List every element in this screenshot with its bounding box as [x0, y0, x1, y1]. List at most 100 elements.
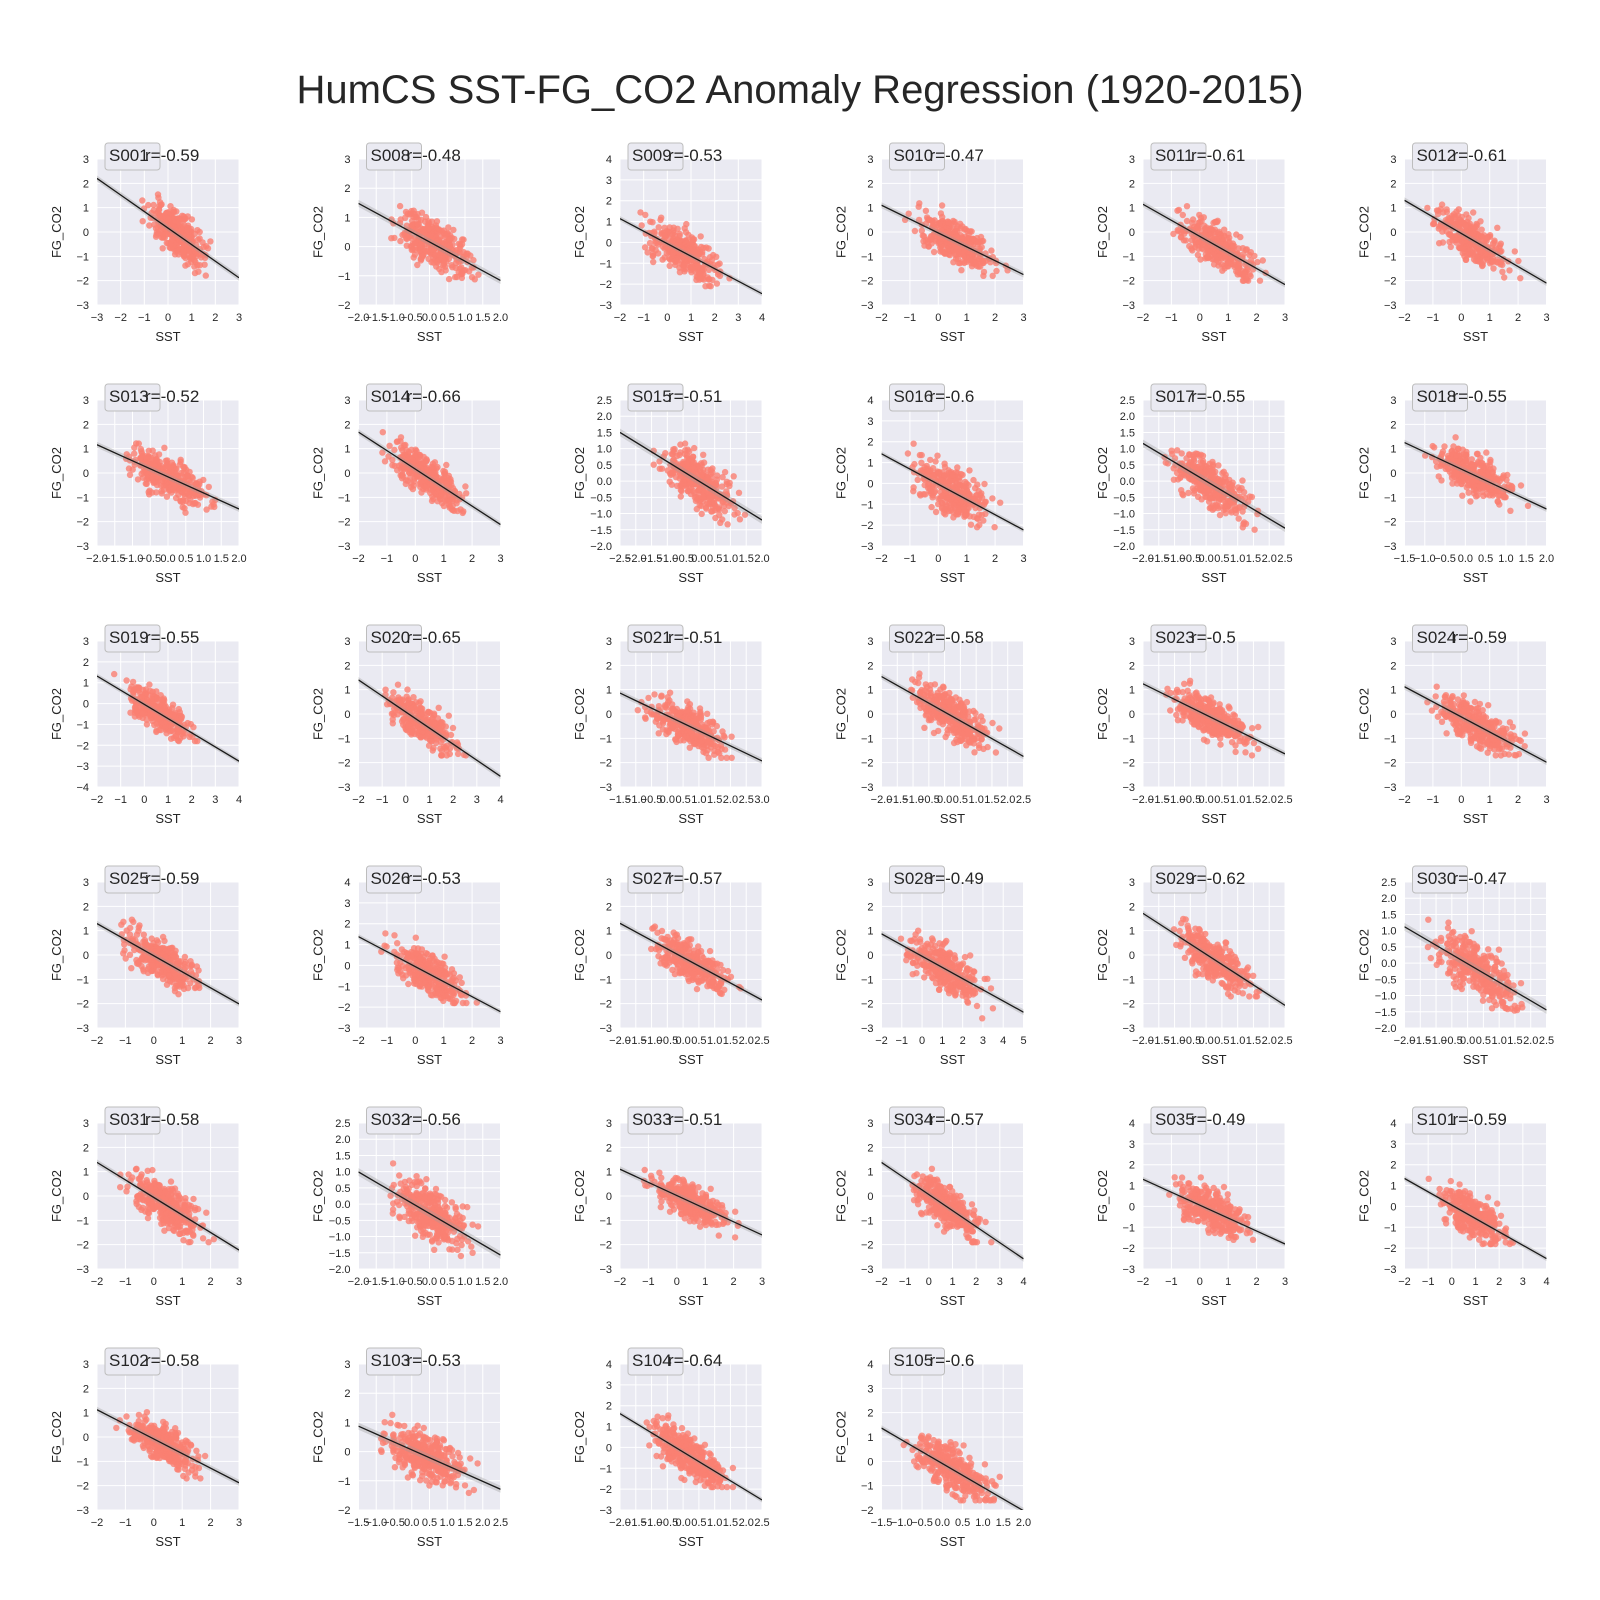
scatter-point [681, 260, 689, 268]
scatter-point [139, 197, 146, 204]
scatter-point [157, 477, 164, 484]
scatter-point [730, 473, 737, 480]
scatter-point [428, 246, 435, 253]
scatter-point [1168, 447, 1175, 454]
legend-box [627, 142, 684, 171]
scatter-point [393, 438, 401, 445]
x-tick-label: 3 [212, 794, 218, 806]
scatter-point [446, 498, 453, 505]
scatter-point [201, 261, 208, 268]
scatter-point [977, 263, 984, 270]
x-tick-label: −1 [114, 794, 127, 806]
x-tick-label: 1.0 [196, 553, 211, 565]
scatter-point [1174, 226, 1181, 234]
scatter-point [1220, 468, 1228, 475]
scatter-point [905, 210, 912, 217]
scatter-point [957, 244, 964, 251]
x-axis-label: SST [678, 570, 703, 585]
y-tick-label: 2 [606, 196, 612, 208]
scatter-point [993, 267, 1000, 275]
scatter-point [1468, 456, 1476, 463]
scatter-point [1222, 478, 1230, 485]
y-tick-label: −2 [599, 279, 612, 291]
scatter-point [180, 248, 187, 255]
x-tick-label: 3 [1020, 553, 1026, 565]
x-tick-label: 0 [664, 312, 670, 324]
scatter-point [1480, 492, 1487, 500]
y-tick-label: 3 [83, 395, 89, 407]
scatter-point [710, 499, 718, 507]
y-tick-label: 0 [83, 227, 89, 239]
scatter-point [951, 220, 958, 227]
y-tick-label: −1.5 [590, 525, 612, 537]
scatter-point [650, 258, 657, 266]
subplot-title: S015 [632, 387, 672, 406]
y-tick-label: −2 [76, 740, 89, 752]
scatter-point [966, 467, 973, 474]
scatter-point [1452, 434, 1459, 441]
scatter-point [1228, 482, 1236, 489]
scatter-point [954, 255, 962, 262]
scatter-point [1206, 460, 1213, 467]
y-tick-label: 2 [1390, 178, 1396, 190]
y-tick-label: −1 [1122, 251, 1135, 263]
scatter-point [1179, 211, 1187, 219]
legend-box [366, 142, 422, 171]
legend-box [889, 142, 945, 171]
y-tick-label: −1 [1384, 251, 1397, 263]
y-tick-label: 0 [344, 242, 350, 254]
scatter-point [458, 241, 466, 248]
y-tick-label: 0 [867, 227, 873, 239]
scatter-point [137, 454, 144, 461]
y-tick-label: −3 [861, 541, 874, 553]
scatter-point [1210, 249, 1218, 257]
correlation-label: r=-0.61 [1191, 146, 1245, 165]
y-tick-label: 1 [344, 212, 350, 224]
x-tick-label: −1.0 [1414, 553, 1436, 565]
scatter-point [414, 261, 421, 269]
regression-line [881, 204, 1024, 276]
y-tick-label: 1 [1390, 444, 1396, 456]
scatter-point [938, 221, 945, 228]
scatter-point [927, 456, 934, 464]
scatter-point [1458, 218, 1465, 225]
subplot-s017: −2.0−1.5−1.0−0.50.0 0.5 1.0 1.5 2.0 2.5−2.0−1… [1095, 383, 1293, 585]
y-axis-label: FG_CO2 [311, 206, 326, 258]
scatter-point [466, 268, 473, 275]
subplot-s015: −2.5−2.0−1.5−1.0−0.50.0 0.5 1.0 1.5 2.0−2.0−… [572, 383, 770, 585]
correlation-label: r=-0.6 [930, 387, 975, 406]
scatter-point [139, 218, 146, 225]
scatter-point [1218, 261, 1226, 268]
scatter-point [433, 218, 441, 225]
y-tick-label: 3 [867, 416, 873, 428]
y-tick-label: −2 [861, 276, 874, 288]
scatter-point [152, 452, 159, 459]
scatter-point [475, 271, 482, 278]
x-tick-label: −1.5 [1394, 553, 1416, 565]
y-tick-label: 2 [83, 178, 89, 190]
scatter-point [182, 215, 189, 222]
figure-title: HumCS SST-FG_CO2 Anomaly Regression (192… [296, 68, 1304, 112]
scatter-point [419, 252, 426, 259]
x-tick-label: 2 [212, 312, 218, 324]
y-tick-label: −2 [338, 517, 351, 529]
scatter-point [438, 752, 446, 759]
scatter-point [681, 479, 688, 487]
scatter-point [1219, 267, 1226, 274]
scatter-point [1489, 469, 1497, 476]
subplot-title: S012 [1417, 146, 1457, 165]
x-tick-label: 2 [1515, 312, 1521, 324]
y-tick-label: 1 [867, 458, 873, 470]
scatter-point [1214, 238, 1222, 245]
scatter-point [706, 494, 714, 502]
scatter-point [719, 474, 726, 481]
scatter-point [904, 450, 912, 457]
regression-line [1143, 203, 1285, 286]
x-tick-label: −2 [1137, 312, 1150, 324]
scatter-point [734, 509, 741, 517]
scatter-point [1490, 265, 1497, 272]
scatter-point [689, 453, 697, 461]
